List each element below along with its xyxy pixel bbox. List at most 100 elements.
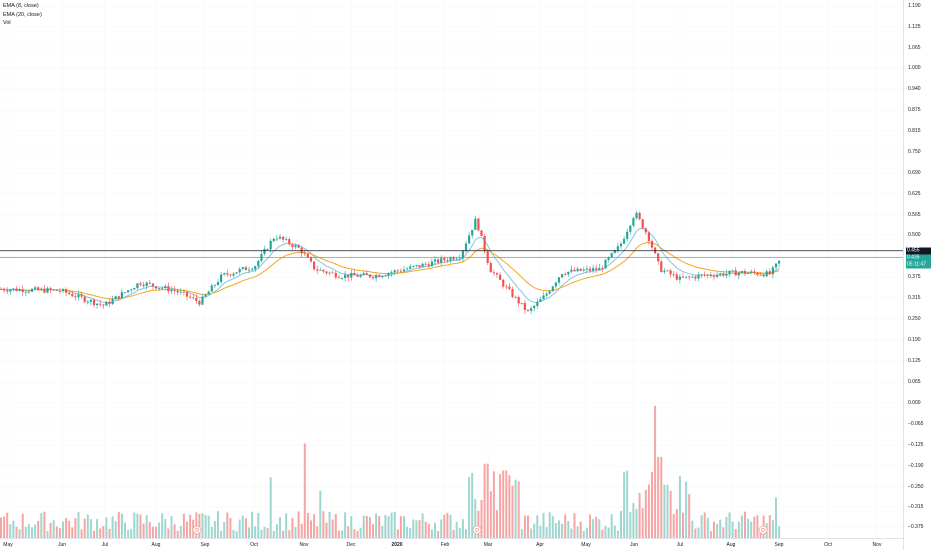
volume-bar (204, 514, 207, 538)
volume-bar (440, 519, 443, 538)
time-axis[interactable]: May Jun Jul Aug Sep Oct Nov Dec 2020 Feb Mar Apr May… (0, 538, 903, 550)
volume-bar (728, 512, 731, 538)
candle (703, 271, 706, 277)
volume-bar (179, 526, 182, 538)
volume-bar (254, 526, 257, 538)
time-tick-label: May (581, 542, 591, 548)
volume-bar (387, 516, 390, 538)
candle (626, 228, 629, 242)
volume-bar (198, 514, 201, 538)
volume-bar (474, 499, 477, 538)
candle (681, 272, 685, 279)
volume-bar (483, 463, 486, 538)
candle (111, 295, 114, 305)
candle (294, 243, 297, 250)
volume-bar (713, 521, 715, 538)
volume-bar (536, 515, 539, 538)
volume-bar (167, 528, 170, 538)
legend-ema-slow[interactable]: EMA (20, close) (3, 11, 42, 18)
time-tick-label: Jul (101, 542, 109, 548)
volume-bar (55, 526, 58, 538)
candle (393, 268, 396, 276)
volume-bar (672, 514, 675, 538)
candle (716, 271, 719, 279)
candle (691, 275, 694, 278)
volume-bar (260, 529, 263, 538)
time-tick-label: Dec (346, 542, 356, 548)
candle (375, 273, 378, 282)
volume-bar (279, 517, 281, 538)
candle (92, 298, 96, 308)
legend-volume[interactable]: Vol (3, 20, 11, 26)
volume-bar (161, 513, 164, 538)
volume-bar (403, 516, 405, 538)
volume-bar (511, 485, 514, 538)
price-tick-label: −0.190 (908, 463, 924, 469)
candle (517, 295, 520, 308)
candle (18, 287, 21, 292)
candle (89, 298, 92, 306)
svg-text:D: D (475, 528, 479, 534)
volume-bar (241, 515, 244, 538)
candle (424, 262, 427, 267)
candle (725, 269, 728, 279)
volume-bar (390, 512, 393, 538)
volume-bar (409, 528, 412, 538)
candle (210, 283, 213, 292)
candle (27, 289, 30, 295)
volume-bar (468, 477, 471, 538)
volume-bar (105, 517, 108, 538)
volume-bar (303, 443, 306, 538)
candle (672, 271, 675, 278)
volume-bar (533, 523, 536, 538)
candle (750, 269, 753, 274)
price-tick-label: 0.065 (908, 379, 921, 385)
candle (437, 258, 440, 265)
candle (685, 276, 688, 279)
candle (3, 287, 6, 293)
volume-bar (18, 529, 21, 538)
candle (623, 235, 626, 245)
candle (458, 254, 461, 262)
candle (319, 267, 322, 271)
price-axis[interactable]: 1.190 1.125 1.065 1.000 0.940 0.875 0.815 0.750… (903, 0, 932, 550)
candle (74, 293, 77, 301)
candle (582, 267, 585, 272)
candle (471, 229, 474, 239)
price-tick-label: 0.875 (908, 107, 921, 113)
candle (331, 270, 334, 274)
volume-bar (598, 519, 601, 538)
volume-bar (654, 405, 657, 538)
candle (266, 248, 269, 250)
chart-area[interactable]: D D D EMA (8, close) EMA (20, close) Vol (0, 0, 903, 538)
price-tick-label: 0.815 (908, 128, 921, 134)
candle (337, 274, 340, 279)
volume-bar (12, 520, 15, 538)
volume-bar (158, 522, 161, 538)
volume-bar (37, 520, 40, 538)
candle (108, 299, 111, 307)
candle (362, 270, 365, 276)
candle (198, 299, 201, 307)
candle (632, 216, 635, 228)
volume-bar (412, 519, 415, 538)
candle (220, 272, 223, 284)
volume-bar (530, 528, 533, 538)
candle (762, 274, 765, 278)
candle (570, 265, 573, 274)
candle (464, 240, 468, 254)
candle (164, 284, 167, 290)
volume-bar (613, 525, 616, 538)
volume-bar (657, 457, 660, 538)
volume-bar (368, 517, 371, 538)
candle (765, 269, 768, 278)
volume-bar (517, 481, 520, 538)
volume-bar (322, 511, 325, 538)
legend-ema-fast[interactable]: EMA (8, close) (3, 3, 39, 9)
candle (499, 271, 502, 280)
candle (344, 270, 347, 282)
candle (657, 253, 660, 265)
volume-bar (548, 512, 551, 538)
candle (226, 269, 229, 277)
